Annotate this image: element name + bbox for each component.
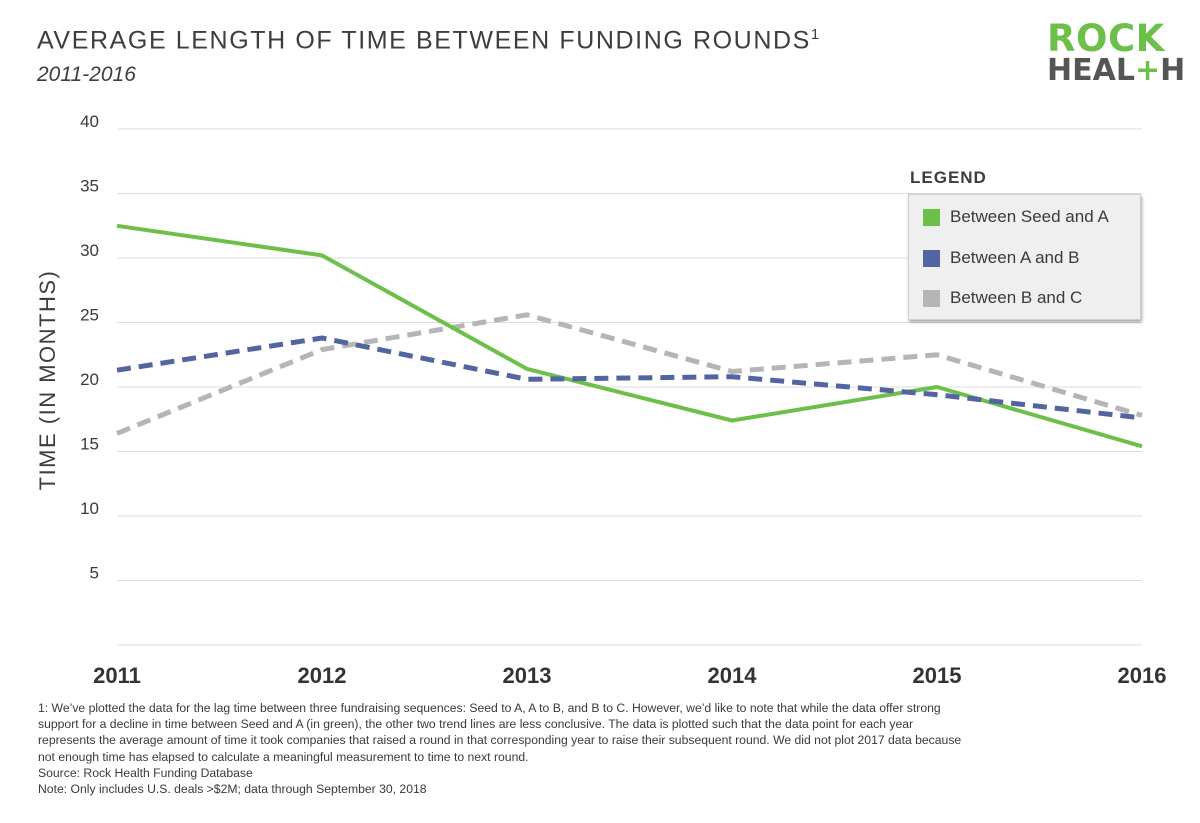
line-chart: 5 10 15 20 25 30 35 40 2011 2012 2013 2014 2015 2016… <box>35 112 1166 688</box>
legend-item-a-b: Between A and B <box>923 246 1080 270</box>
logo-line-1: ROCK <box>1047 17 1165 60</box>
y-tick-labels: 5 10 15 20 25 30 35 40 <box>80 112 99 583</box>
gridlines <box>117 128 1142 646</box>
y-tick-40: 40 <box>80 112 99 131</box>
legend-item-seed-a: Between Seed and A <box>923 205 1109 229</box>
series-line-b-c <box>116 312 1143 436</box>
x-tick-2012: 2012 <box>298 663 347 688</box>
legend-label-a-b: Between A and B <box>950 248 1080 267</box>
logo-line-2: HEAL+H <box>1047 56 1185 86</box>
y-tick-10: 10 <box>80 499 99 518</box>
footnote-source: Source: Rock Health Funding Database <box>38 765 253 780</box>
footnote-note: 1: We’ve plotted the data for the lag ti… <box>38 701 962 764</box>
footnote: 1: We’ve plotted the data for the lag ti… <box>38 700 968 797</box>
legend-title: LEGEND <box>910 168 987 187</box>
title-footnote-marker: 1 <box>810 26 820 43</box>
x-tick-2015: 2015 <box>913 663 962 688</box>
chart-title: AVERAGE LENGTH OF TIME BETWEEN FUNDING R… <box>37 26 819 55</box>
x-tick-2016: 2016 <box>1118 663 1167 688</box>
series-line-a-b <box>116 335 1143 421</box>
legend-label-b-c: Between B and C <box>950 288 1083 307</box>
y-axis-label: TIME (IN MONTHS) <box>35 270 60 491</box>
logo-line-2-prefix: HEAL <box>1047 53 1135 88</box>
y-tick-25: 25 <box>80 306 99 325</box>
chart-subtitle: 2011-2016 <box>37 63 136 86</box>
x-tick-2011: 2011 <box>93 663 141 688</box>
legend: Between Seed and A Between A and B Betwe… <box>908 194 1141 320</box>
logo-plus-icon: + <box>1134 53 1161 88</box>
x-tick-2013: 2013 <box>503 663 552 688</box>
series-lines <box>116 223 1143 449</box>
x-tick-2014: 2014 <box>708 663 758 688</box>
y-tick-5: 5 <box>90 564 99 583</box>
y-tick-20: 20 <box>80 370 99 389</box>
y-tick-15: 15 <box>80 435 99 454</box>
x-tick-labels: 2011 2012 2013 2014 2015 2016 <box>93 663 1166 688</box>
legend-item-b-c: Between B and C <box>923 286 1082 310</box>
legend-label-seed-a: Between Seed and A <box>950 207 1109 226</box>
y-tick-35: 35 <box>80 177 99 196</box>
legend-swatch-b-c <box>923 289 940 307</box>
footnote-scope: Note: Only includes U.S. deals >$2M; dat… <box>38 782 427 797</box>
y-tick-30: 30 <box>80 241 99 260</box>
rock-health-logo: ROCK HEAL+H <box>1046 17 1185 88</box>
legend-swatch-a-b <box>923 249 940 267</box>
logo-line-2-suffix: H <box>1160 53 1186 88</box>
legend-swatch-seed-a <box>923 208 940 226</box>
chart-title-text: AVERAGE LENGTH OF TIME BETWEEN FUNDING R… <box>37 26 811 55</box>
